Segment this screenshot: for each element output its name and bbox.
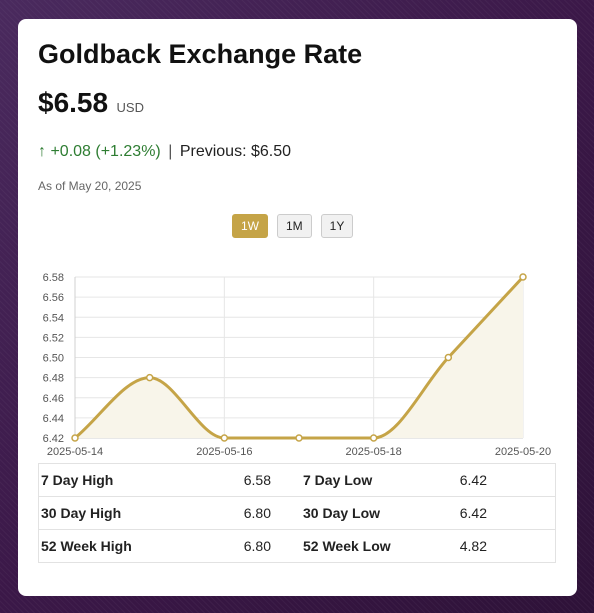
stat-value-7-day-low: 6.42 [453,463,487,497]
y-tick-label: 6.46 [43,393,64,405]
stat-value-52-week-high: 6.80 [191,529,271,563]
data-point [71,434,79,442]
y-tick-label: 6.52 [43,332,64,344]
x-tick-label: 2025-05-14 [47,446,103,457]
stats-row: 7 Day High 6.58 7 Day Low 6.42 [38,463,556,497]
range-button-1m[interactable]: 1M [277,214,312,238]
y-tick-label: 6.54 [43,312,64,324]
previous-label: Previous: [179,143,247,160]
exchange-rate-line-chart: 6.586.566.546.526.506.486.466.446.422025… [43,272,552,457]
stat-value-7-day-high: 6.58 [191,463,271,497]
arrow-up-icon: ↑ [38,143,46,160]
data-point [444,353,453,362]
x-tick-label: 2025-05-20 [495,446,551,457]
y-tick-label: 6.56 [43,292,64,304]
price-change: +0.08 (+1.23%) [50,143,161,160]
stats-table: 7 Day High 6.58 7 Day Low 6.42 30 Day Hi… [38,463,556,563]
stat-value-30-day-low: 6.42 [453,496,487,530]
stat-value-30-day-high: 6.80 [191,496,271,530]
previous-value: $6.50 [250,143,292,160]
y-tick-label: 6.58 [43,272,64,284]
y-tick-label: 6.42 [43,433,64,445]
data-point [519,273,527,281]
y-tick-label: 6.50 [43,353,64,365]
stat-label-30-day-low: 30 Day Low [303,496,453,530]
price-row: $6.58 USD [38,87,144,119]
y-tick-label: 6.44 [43,413,64,425]
data-point [295,434,303,442]
range-button-1w[interactable]: 1W [232,214,268,238]
stat-value-52-week-low: 4.82 [453,529,487,563]
data-point [369,434,378,442]
x-tick-label: 2025-05-16 [196,446,252,457]
as-of-date: As of May 20, 2025 [38,179,142,193]
stats-row: 30 Day High 6.80 30 Day Low 6.42 [38,496,556,530]
range-button-1y[interactable]: 1Y [320,214,354,238]
change-separator: | [168,143,173,160]
y-tick-label: 6.48 [43,373,64,385]
change-row: ↑ +0.08 (+1.23%) | Previous: $6.50 [38,143,291,161]
stats-row: 52 Week High 6.80 52 Week Low 4.82 [38,529,556,563]
range-selector: 1W 1M 1Y [232,214,354,238]
page-title: Goldback Exchange Rate [38,39,363,69]
stat-label-7-day-low: 7 Day Low [303,463,453,497]
x-tick-label: 2025-05-18 [346,446,402,457]
series-area [75,277,523,438]
stat-label-52-week-low: 52 Week Low [303,529,453,563]
currency-label: USD [116,100,144,115]
data-point [145,373,154,382]
stat-label-7-day-high: 7 Day High [38,463,191,497]
stat-label-30-day-high: 30 Day High [38,496,191,530]
current-price: $6.58 [38,87,109,118]
exchange-rate-card: Goldback Exchange Rate $6.58 USD ↑ +0.08… [18,19,577,596]
stat-label-52-week-high: 52 Week High [38,529,191,563]
data-point [220,434,229,442]
